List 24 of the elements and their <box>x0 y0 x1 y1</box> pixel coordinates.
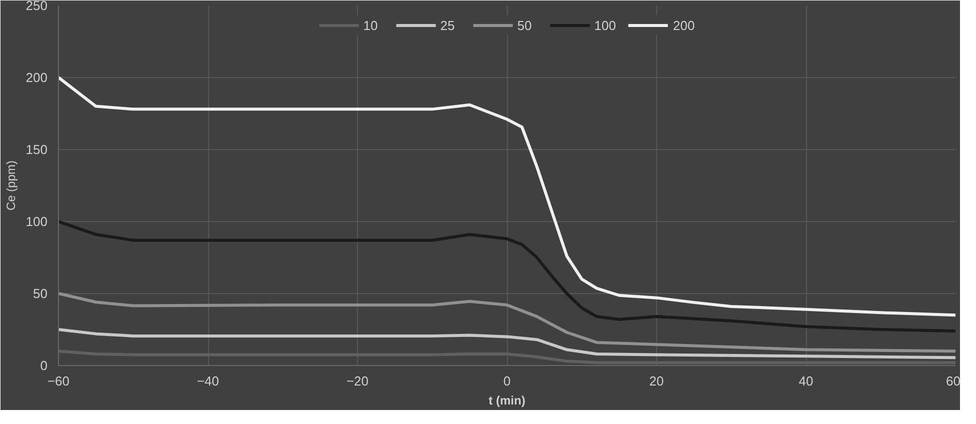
legend-label: 25 <box>440 18 456 32</box>
y-tick-label: 100 <box>26 214 48 229</box>
x-tick-label: 40 <box>798 374 814 388</box>
y-tick-label: 200 <box>26 70 48 85</box>
line-series <box>58 220 956 332</box>
line-series <box>58 76 956 317</box>
line-series <box>58 292 956 353</box>
y-tick-label: 250 <box>26 0 48 13</box>
x-tick-label: −40 <box>196 374 220 388</box>
x-axis-title: t (min) <box>488 394 526 408</box>
legend-label: 50 <box>517 18 533 32</box>
y-tick-label: 50 <box>33 286 48 301</box>
legend-label: 10 <box>363 18 379 32</box>
x-tick-label: −20 <box>346 374 369 388</box>
legend-label: 100 <box>594 18 616 32</box>
legend-label: 200 <box>673 18 695 32</box>
y-tick-label: 150 <box>26 142 48 157</box>
x-tick-label: −60 <box>47 374 70 388</box>
y-tick-label: 0 <box>40 358 48 373</box>
line-series <box>58 328 956 360</box>
y-axis-title: Ce (ppm) <box>4 160 18 211</box>
x-tick-label: 60 <box>946 374 961 388</box>
x-tick-label: 20 <box>649 374 664 388</box>
x-tick-label: 0 <box>503 374 511 388</box>
